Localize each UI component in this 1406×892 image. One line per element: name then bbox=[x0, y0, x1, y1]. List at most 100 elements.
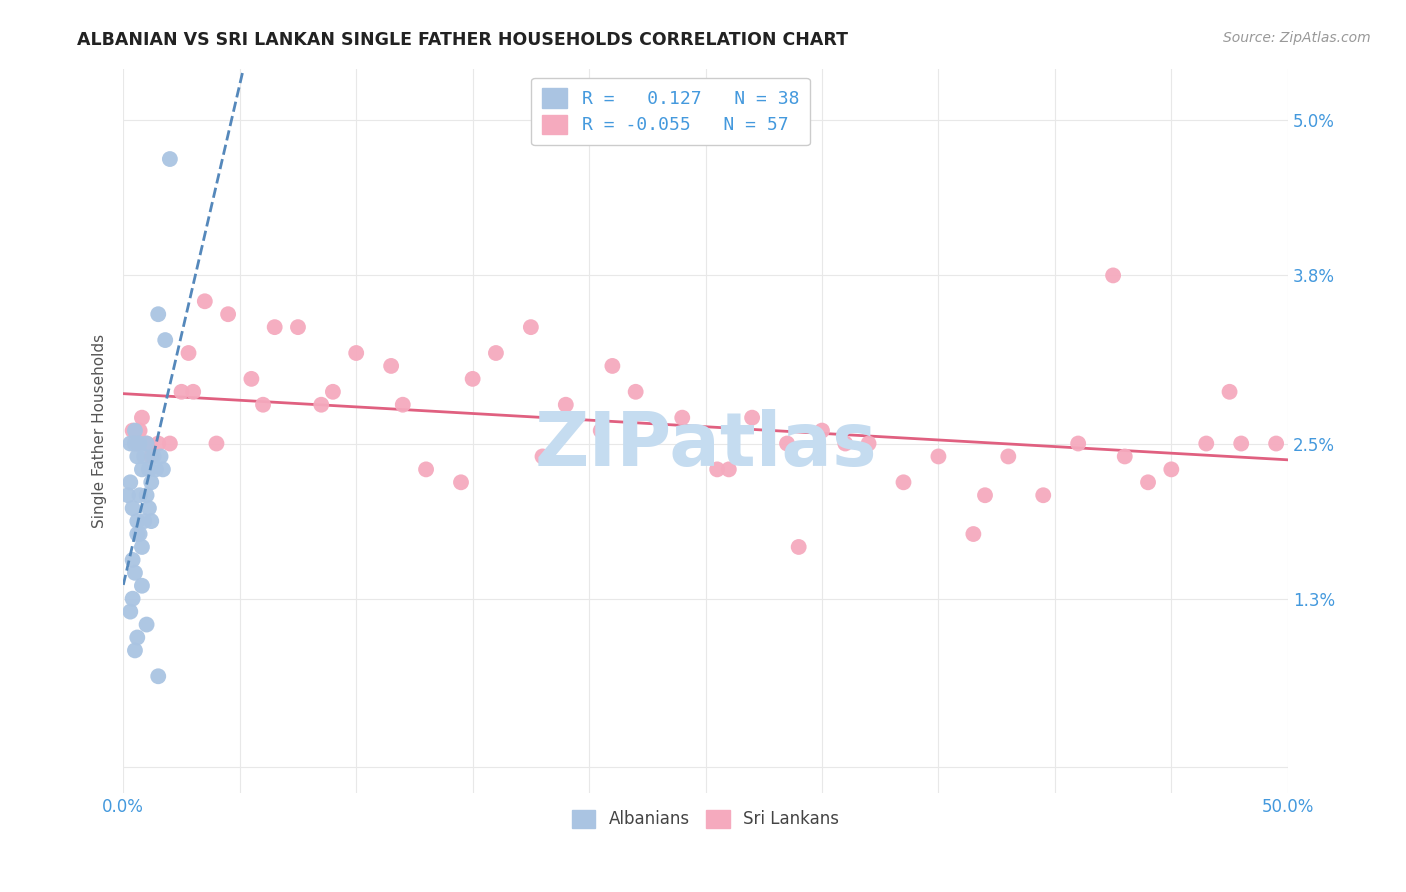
Point bbox=[1067, 436, 1090, 450]
Point bbox=[380, 359, 402, 373]
Point bbox=[128, 527, 150, 541]
Point bbox=[131, 462, 153, 476]
Point bbox=[415, 462, 437, 476]
Point bbox=[138, 501, 160, 516]
Point bbox=[927, 450, 949, 464]
Point bbox=[1230, 436, 1253, 450]
Point bbox=[194, 294, 217, 309]
Point bbox=[120, 605, 142, 619]
Text: ALBANIAN VS SRI LANKAN SINGLE FATHER HOUSEHOLDS CORRELATION CHART: ALBANIAN VS SRI LANKAN SINGLE FATHER HOU… bbox=[77, 31, 848, 49]
Point bbox=[121, 501, 143, 516]
Point bbox=[152, 462, 174, 476]
Point bbox=[120, 475, 142, 490]
Point bbox=[787, 540, 810, 554]
Point bbox=[124, 643, 146, 657]
Point bbox=[141, 475, 163, 490]
Point bbox=[1219, 384, 1241, 399]
Text: ZIPatlas: ZIPatlas bbox=[534, 409, 877, 482]
Point bbox=[997, 450, 1019, 464]
Point bbox=[287, 320, 309, 334]
Point bbox=[148, 307, 170, 321]
Point bbox=[159, 152, 181, 166]
Point bbox=[263, 320, 285, 334]
Point bbox=[671, 410, 693, 425]
Y-axis label: Single Father Households: Single Father Households bbox=[93, 334, 107, 528]
Point bbox=[962, 527, 984, 541]
Point bbox=[127, 450, 149, 464]
Point bbox=[391, 398, 413, 412]
Point bbox=[141, 514, 163, 528]
Point bbox=[893, 475, 915, 490]
Point bbox=[135, 617, 157, 632]
Point bbox=[124, 436, 146, 450]
Legend: Albanians, Sri Lankans: Albanians, Sri Lankans bbox=[565, 803, 846, 835]
Point bbox=[322, 384, 344, 399]
Point bbox=[554, 398, 576, 412]
Point bbox=[170, 384, 193, 399]
Point bbox=[148, 436, 170, 450]
Point bbox=[155, 333, 177, 347]
Point bbox=[181, 384, 204, 399]
Point bbox=[148, 669, 170, 683]
Point bbox=[811, 424, 834, 438]
Point bbox=[1032, 488, 1054, 502]
Point bbox=[131, 540, 153, 554]
Point bbox=[309, 398, 332, 412]
Point bbox=[1265, 436, 1288, 450]
Point bbox=[135, 436, 157, 450]
Point bbox=[240, 372, 263, 386]
Point bbox=[134, 514, 156, 528]
Point bbox=[117, 488, 139, 502]
Point bbox=[131, 579, 153, 593]
Point bbox=[834, 436, 856, 450]
Point bbox=[717, 462, 740, 476]
Point bbox=[205, 436, 228, 450]
Point bbox=[858, 436, 880, 450]
Point bbox=[706, 462, 728, 476]
Point bbox=[485, 346, 508, 360]
Point bbox=[159, 436, 181, 450]
Point bbox=[1137, 475, 1160, 490]
Point bbox=[127, 514, 149, 528]
Point bbox=[461, 372, 484, 386]
Point bbox=[135, 488, 157, 502]
Point bbox=[121, 591, 143, 606]
Point bbox=[135, 436, 157, 450]
Point bbox=[217, 307, 239, 321]
Point bbox=[974, 488, 997, 502]
Point bbox=[121, 424, 143, 438]
Point bbox=[134, 450, 156, 464]
Point bbox=[145, 462, 167, 476]
Text: Source: ZipAtlas.com: Source: ZipAtlas.com bbox=[1223, 31, 1371, 45]
Point bbox=[252, 398, 274, 412]
Point bbox=[602, 359, 624, 373]
Point bbox=[589, 424, 612, 438]
Point bbox=[128, 436, 150, 450]
Point bbox=[177, 346, 200, 360]
Point bbox=[120, 436, 142, 450]
Point bbox=[1160, 462, 1182, 476]
Point bbox=[124, 424, 146, 438]
Point bbox=[520, 320, 543, 334]
Point bbox=[776, 436, 799, 450]
Point bbox=[131, 410, 153, 425]
Point bbox=[142, 450, 165, 464]
Point bbox=[1102, 268, 1125, 283]
Point bbox=[741, 410, 763, 425]
Point bbox=[127, 631, 149, 645]
Point bbox=[450, 475, 472, 490]
Point bbox=[1195, 436, 1218, 450]
Point bbox=[344, 346, 367, 360]
Point bbox=[138, 462, 160, 476]
Point bbox=[127, 436, 149, 450]
Point bbox=[121, 553, 143, 567]
Point bbox=[1114, 450, 1136, 464]
Point bbox=[127, 527, 149, 541]
Point bbox=[531, 450, 554, 464]
Point bbox=[624, 384, 647, 399]
Point bbox=[149, 450, 172, 464]
Point bbox=[128, 424, 150, 438]
Point bbox=[124, 566, 146, 580]
Point bbox=[128, 488, 150, 502]
Point bbox=[141, 450, 163, 464]
